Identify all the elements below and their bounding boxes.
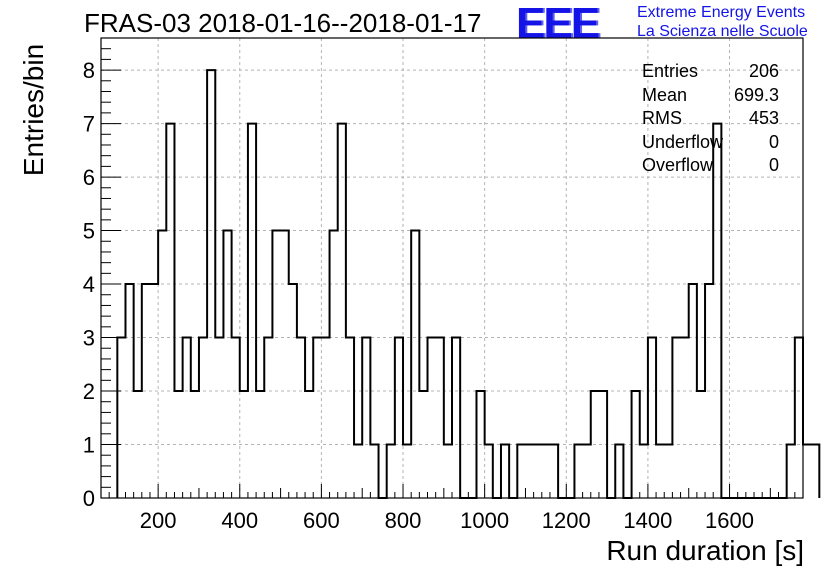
x-tick-label: 600 <box>303 508 340 533</box>
x-axis-label: Run duration [s] <box>606 535 804 566</box>
stats-label: Mean <box>642 84 688 105</box>
y-tick-label: 7 <box>83 112 95 137</box>
x-tick-label: 400 <box>221 508 258 533</box>
stats-label: Overflow <box>642 155 714 175</box>
stats-value: 0 <box>768 155 779 175</box>
stats-row-entries: Entries 206 <box>642 60 779 84</box>
stats-row-overflow: Overflow 0 <box>642 154 779 178</box>
stats-row-rms: RMS 453 <box>642 107 779 131</box>
stats-label: Entries <box>642 61 699 81</box>
logo-caption-line2: La Scienza nelle Scuole <box>637 23 808 40</box>
logo-caption: Extreme Energy Events La Scienza nelle S… <box>637 3 808 41</box>
stats-value: 699.3 <box>733 84 779 105</box>
stats-value: 453 <box>748 108 779 128</box>
histogram-outline <box>116 69 821 499</box>
stats-value: 0 <box>768 131 779 152</box>
stats-label: RMS <box>642 108 682 128</box>
stats-label: Underflow <box>642 131 724 152</box>
stats-box: Entries 206 Mean 699.3 RMS 453 Underflow… <box>642 60 779 178</box>
x-tick-label: 1600 <box>705 508 754 533</box>
chart-title: FRAS-03 2018-01-16--2018-01-17 <box>84 8 482 38</box>
y-tick-label: 0 <box>83 486 95 511</box>
logo-caption-line1: Extreme Energy Events <box>637 4 806 21</box>
y-tick-label: 1 <box>83 433 95 458</box>
stats-value: 206 <box>748 61 779 81</box>
y-tick-label: 5 <box>83 219 95 244</box>
y-tick-label: 6 <box>83 165 95 190</box>
x-tick-label: 800 <box>385 508 422 533</box>
x-tick-label: 1000 <box>460 508 509 533</box>
stats-row-mean: Mean 699.3 <box>642 84 779 108</box>
x-tick-label: 1400 <box>623 508 672 533</box>
y-tick-label: 3 <box>83 326 95 351</box>
y-tick-label: 8 <box>83 58 95 83</box>
y-tick-label: 4 <box>83 272 95 297</box>
x-tick-label: 1200 <box>542 508 591 533</box>
y-axis-label: Entries/bin <box>18 43 49 177</box>
stats-row-underflow: Underflow 0 <box>642 131 779 155</box>
x-tick-label: 200 <box>140 508 177 533</box>
y-tick-label: 2 <box>83 379 95 404</box>
